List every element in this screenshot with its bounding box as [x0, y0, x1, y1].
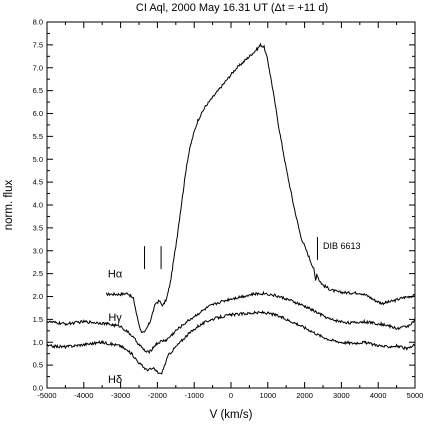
x-tick-label: -5000	[37, 391, 56, 400]
y-tick-label: 5.5	[33, 132, 43, 141]
series-label: Hδ	[108, 374, 122, 386]
plot-frame	[46, 21, 416, 389]
series-line-hgamma	[46, 290, 416, 355]
x-tick-label: 5000	[407, 391, 424, 400]
series-label: Hγ	[108, 312, 122, 324]
y-tick-label: 1.5	[33, 315, 43, 324]
y-tick-label: 5.0	[33, 155, 43, 164]
y-tick-label: 2.0	[33, 292, 43, 301]
y-tick-label: 3.5	[33, 223, 43, 232]
y-tick-label: 8.0	[33, 18, 43, 27]
x-tick-label: 3000	[333, 391, 350, 400]
y-tick-label: 0.0	[33, 384, 43, 393]
x-axis-title: V (km/s)	[210, 409, 253, 421]
series-label-group: Hα Hγ Hδ	[108, 269, 123, 386]
x-tick-label: 4000	[370, 391, 387, 400]
y-axis: 0.0 0.5 1.0 1.5 2.0 2.5 3.0 3.5 4.0 4.5 5.0 5.5 6.0 6…	[33, 18, 415, 393]
x-tick-label: -4000	[74, 391, 93, 400]
y-tick-label: 4.5	[33, 178, 43, 187]
y-tick-label: 2.5	[33, 269, 43, 278]
chart-title: CI Aql, 2000 May 16.31 UT (Δt = +11 d)	[136, 2, 328, 14]
y-tick-label: 3.0	[33, 246, 43, 255]
y-tick-label: 4.0	[33, 201, 43, 210]
x-axis: -5000 -4000 -3000 -2000 -1000 0 1000 2000 3000 40…	[37, 22, 423, 400]
x-tick-label: 0	[229, 391, 233, 400]
y-tick-label: 6.5	[33, 86, 43, 95]
y-tick-label: 6.0	[33, 109, 43, 118]
series-line-hdelta	[46, 310, 416, 375]
y-tick-label: 0.5	[33, 361, 43, 370]
y-tick-label: 7.0	[33, 63, 43, 72]
x-tick-label: -3000	[111, 391, 130, 400]
series-label: Hα	[108, 269, 123, 281]
series-line-halpha	[105, 42, 416, 334]
x-tick-label: 1000	[259, 391, 276, 400]
x-tick-label: 2000	[296, 391, 313, 400]
series-group	[46, 42, 416, 375]
annotation-group: DIB 6613	[144, 237, 361, 270]
annotation-label: DIB 6613	[323, 241, 361, 251]
y-tick-label: 1.0	[33, 338, 43, 347]
y-axis-title: norm. flux	[3, 180, 15, 231]
x-tick-label: -1000	[185, 391, 204, 400]
x-tick-label: -2000	[148, 391, 167, 400]
y-tick-label: 7.5	[33, 40, 43, 49]
